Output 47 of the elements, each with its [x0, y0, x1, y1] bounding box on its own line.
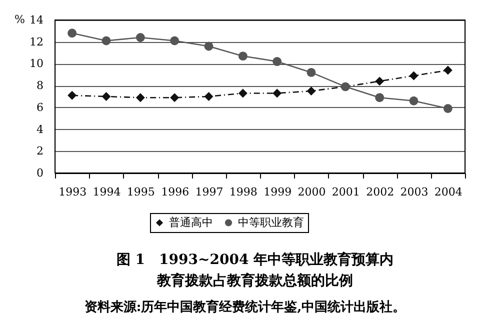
- y-axis-title: %: [14, 13, 25, 26]
- x-tick-label: 2003: [400, 186, 428, 198]
- y-tick-label: 4: [36, 122, 44, 136]
- point: [306, 68, 316, 77]
- point: [68, 28, 77, 38]
- x-tick-label: 1993: [58, 186, 87, 198]
- point: [238, 52, 248, 61]
- legend-label: 中等职业教育: [238, 216, 304, 229]
- x-tick-label: 1995: [126, 186, 155, 198]
- point: [102, 92, 111, 101]
- point: [443, 104, 452, 113]
- x-tick-label: 1997: [195, 186, 224, 198]
- point: [204, 42, 214, 51]
- point: [170, 93, 180, 102]
- point: [306, 86, 316, 96]
- y-tick-label: 12: [30, 35, 44, 48]
- y-tick-label: 14: [30, 14, 44, 26]
- x-tick-label: 2004: [434, 186, 462, 198]
- point: [272, 88, 282, 98]
- x-tick-label: 1996: [161, 186, 190, 198]
- point: [136, 33, 145, 42]
- x-tick-label: 1994: [92, 186, 121, 198]
- y-tick-label: 0: [36, 166, 44, 180]
- point: [272, 57, 282, 66]
- y-tick-label: 2: [36, 144, 44, 158]
- point: [68, 90, 77, 100]
- y-tick-label: 8: [36, 79, 44, 92]
- point: [409, 71, 418, 80]
- x-tick-label: 2000: [298, 186, 326, 198]
- text: 资料来源:历年中国教育经费统计年鉴,中国统计出版社。: [84, 299, 406, 315]
- point: [443, 66, 452, 75]
- y-tick-label: 6: [36, 100, 44, 114]
- point: [238, 88, 248, 98]
- x-tick-label: 1999: [264, 186, 292, 198]
- x-tick-label: 1998: [229, 186, 258, 198]
- x-tick-label: 2001: [332, 186, 360, 198]
- point: [102, 36, 111, 46]
- point: [409, 96, 418, 106]
- text: 图 1 1993~2004 年中等职业教育预算内教育拨款占教育拨款总额的比例: [116, 251, 394, 289]
- point: [375, 93, 384, 102]
- point: [136, 93, 145, 102]
- legend-label: 普通高中: [169, 216, 213, 229]
- y-tick-label: 10: [30, 57, 44, 70]
- point: [170, 36, 180, 46]
- point: [375, 76, 384, 86]
- point: [204, 92, 214, 101]
- x-tick-label: 2002: [366, 186, 394, 198]
